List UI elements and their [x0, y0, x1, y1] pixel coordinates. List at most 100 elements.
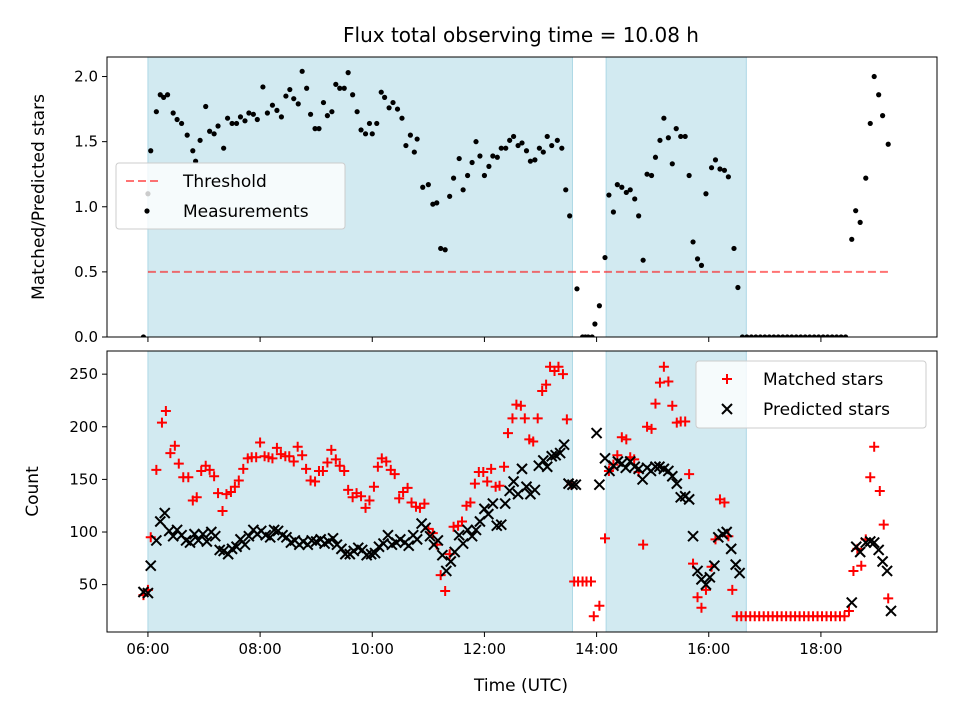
data-point [358, 127, 364, 133]
data-point [652, 154, 659, 160]
data-point [188, 528, 201, 540]
data-point [307, 111, 314, 117]
data-point [403, 539, 415, 552]
data-point [268, 524, 280, 536]
data-point [567, 213, 573, 219]
data-point [694, 256, 701, 262]
data-point [402, 482, 413, 493]
data-point [536, 145, 542, 151]
bottom-panel: 06:00 08:00 10:00 12:00 14:00 16:00 18:00 50 100… [23, 350, 938, 658]
data-point [221, 145, 227, 151]
data-point [274, 107, 280, 113]
data-point [399, 115, 405, 121]
data-point [537, 385, 548, 396]
data-point [753, 334, 759, 337]
data-point [478, 467, 489, 478]
data-point [350, 92, 356, 98]
data-point [619, 184, 625, 190]
data-point [164, 92, 171, 98]
data-point [322, 457, 333, 468]
data-point [432, 534, 444, 547]
data-point [299, 68, 305, 74]
data-point [204, 464, 215, 475]
y-tick-label: 2.0 [74, 68, 98, 86]
data-point [735, 284, 741, 291]
data-point [312, 126, 318, 132]
observing-window-2 [605, 57, 747, 337]
data-point [816, 334, 822, 337]
data-point [876, 92, 882, 98]
data-point [519, 413, 530, 424]
series-measurements [140, 68, 891, 337]
data-point [184, 536, 196, 549]
data-point [691, 565, 704, 577]
legend-measurements-swatch [144, 208, 150, 214]
data-point [811, 334, 817, 337]
data-point [430, 201, 436, 207]
data-point [523, 148, 530, 154]
data-point [703, 191, 709, 197]
data-point [440, 585, 451, 596]
data-point [390, 99, 396, 106]
data-point [366, 120, 373, 127]
data-point [807, 334, 813, 337]
data-point [872, 544, 885, 556]
data-point [503, 485, 516, 497]
data-point [589, 334, 595, 337]
data-point [327, 532, 339, 545]
data-point [541, 379, 552, 390]
data-point [540, 149, 546, 155]
data-point [436, 549, 449, 561]
data-point [883, 593, 894, 604]
data-point [766, 334, 772, 337]
data-point [473, 139, 479, 145]
axes-frame [106, 56, 938, 338]
y-tick-label: 250 [69, 365, 98, 383]
data-point [229, 120, 235, 127]
data-point [566, 478, 579, 491]
data-point [237, 114, 244, 120]
data-point [532, 157, 538, 163]
data-point [848, 565, 859, 576]
data-point [532, 413, 543, 424]
data-point [854, 546, 866, 558]
data-point [324, 113, 330, 119]
figure-title: Flux total observing time = 10.08 h [343, 23, 699, 47]
data-point [588, 611, 599, 622]
data-point [515, 142, 521, 149]
data-point [425, 182, 431, 188]
data-point [516, 463, 528, 475]
data-point [448, 546, 461, 558]
data-point [196, 465, 207, 476]
data-point [269, 102, 276, 108]
data-point [372, 461, 383, 472]
data-point [499, 497, 511, 510]
data-point [757, 334, 763, 337]
data-point [445, 555, 457, 568]
data-point [411, 533, 423, 546]
data-point [407, 132, 413, 138]
data-point [453, 529, 465, 541]
data-point [519, 140, 525, 146]
data-point [481, 172, 488, 179]
data-point [669, 161, 675, 167]
data-point [644, 171, 650, 177]
data-point [671, 477, 683, 490]
data-point [553, 361, 564, 372]
data-point [466, 530, 478, 542]
data-point [771, 334, 777, 337]
data-point [287, 86, 293, 93]
data-point [700, 578, 712, 591]
data-point [225, 487, 236, 498]
axes-frame [106, 350, 938, 633]
data-point [499, 461, 510, 472]
data-point [834, 334, 840, 337]
y-tick-label: 1.0 [74, 198, 98, 216]
data-point [153, 109, 159, 115]
data-point [320, 99, 327, 106]
data-point [434, 200, 440, 206]
data-point [544, 133, 550, 140]
data-point [686, 172, 692, 179]
data-point [460, 187, 466, 193]
data-point [264, 531, 276, 543]
